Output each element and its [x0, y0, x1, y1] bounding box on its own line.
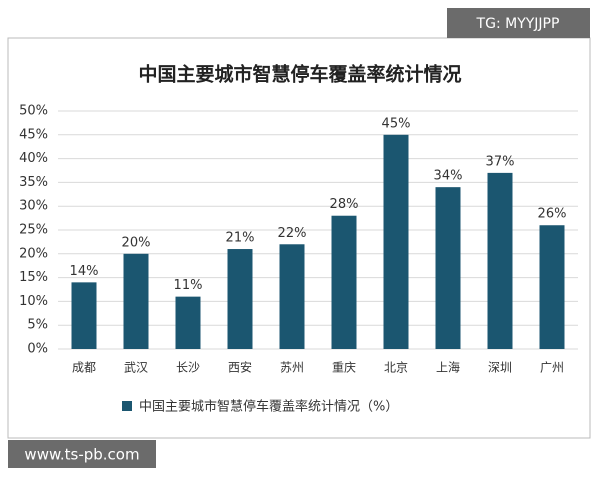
watermark: www.ts-pb.com: [24, 446, 139, 464]
y-tick-label: 25%: [19, 223, 48, 238]
x-tick-label: 北京: [384, 361, 408, 375]
x-tick-label: 广州: [540, 361, 564, 375]
value-label: 20%: [122, 235, 151, 250]
bar: [227, 249, 253, 349]
value-label: 14%: [70, 264, 99, 279]
value-label: 45%: [382, 116, 411, 131]
x-tick-label: 成都: [72, 361, 96, 375]
legend-label: 中国主要城市智慧停车覆盖率统计情况（%）: [139, 399, 398, 415]
chart-title: 中国主要城市智慧停车覆盖率统计情况: [138, 63, 461, 86]
x-tick-label: 西安: [228, 360, 252, 375]
watermark-box: [8, 440, 156, 468]
x-tick-label: 武汉: [124, 361, 148, 375]
value-label: 37%: [486, 154, 515, 169]
y-tick-label: 10%: [19, 294, 48, 309]
x-tick-label: 苏州: [280, 361, 304, 375]
value-label: 21%: [226, 231, 255, 246]
y-tick-label: 20%: [19, 246, 48, 261]
watermark-box: [447, 8, 590, 38]
x-tick-label: 长沙: [176, 361, 200, 375]
bar: [383, 134, 409, 349]
y-tick-label: 40%: [19, 151, 48, 166]
value-label: 26%: [538, 207, 567, 222]
bar: [175, 296, 201, 349]
legend-swatch: [122, 401, 132, 411]
bar: [487, 172, 513, 349]
x-tick-label: 深圳: [488, 361, 512, 375]
bar: [435, 187, 461, 349]
bar: [539, 225, 565, 349]
y-tick-label: 50%: [19, 104, 48, 119]
x-tick-label: 上海: [436, 360, 460, 375]
y-tick-label: 45%: [19, 127, 48, 142]
y-tick-label: 35%: [19, 175, 48, 190]
bar: [331, 215, 357, 349]
watermark: TG: MYYJJPP: [476, 16, 560, 32]
value-label: 28%: [330, 197, 359, 212]
bar: [71, 282, 97, 349]
bar: [123, 253, 149, 349]
y-tick-label: 5%: [27, 318, 48, 333]
y-tick-label: 0%: [27, 342, 48, 357]
value-label: 11%: [174, 278, 203, 293]
value-label: 22%: [278, 226, 307, 241]
y-tick-label: 15%: [19, 270, 48, 285]
value-label: 34%: [434, 169, 463, 184]
bar: [279, 244, 305, 349]
y-tick-label: 30%: [19, 199, 48, 214]
x-tick-label: 重庆: [332, 361, 356, 375]
